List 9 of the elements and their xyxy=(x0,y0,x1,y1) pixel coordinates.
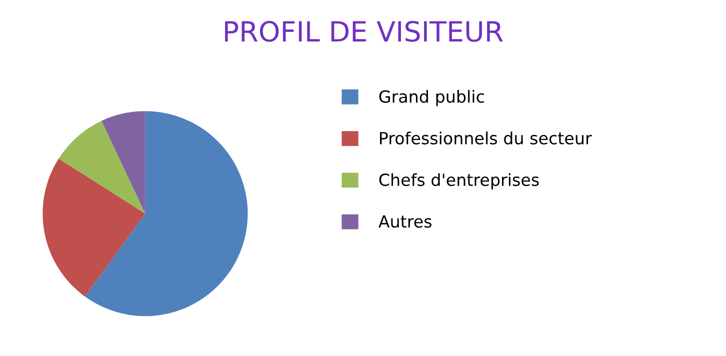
pie-slice xyxy=(84,111,248,316)
pie-slice xyxy=(42,158,146,297)
chart-title: PROFIL DE VISITEUR xyxy=(225,20,503,42)
legend-label: Professionnels du secteur xyxy=(380,132,592,144)
legend-label: Chefs d'entreprises xyxy=(379,173,539,190)
pie-slice xyxy=(102,111,146,214)
legend-label: Grand public xyxy=(379,90,484,106)
pie-slice xyxy=(58,120,146,214)
legend-label: Autres xyxy=(378,215,432,228)
